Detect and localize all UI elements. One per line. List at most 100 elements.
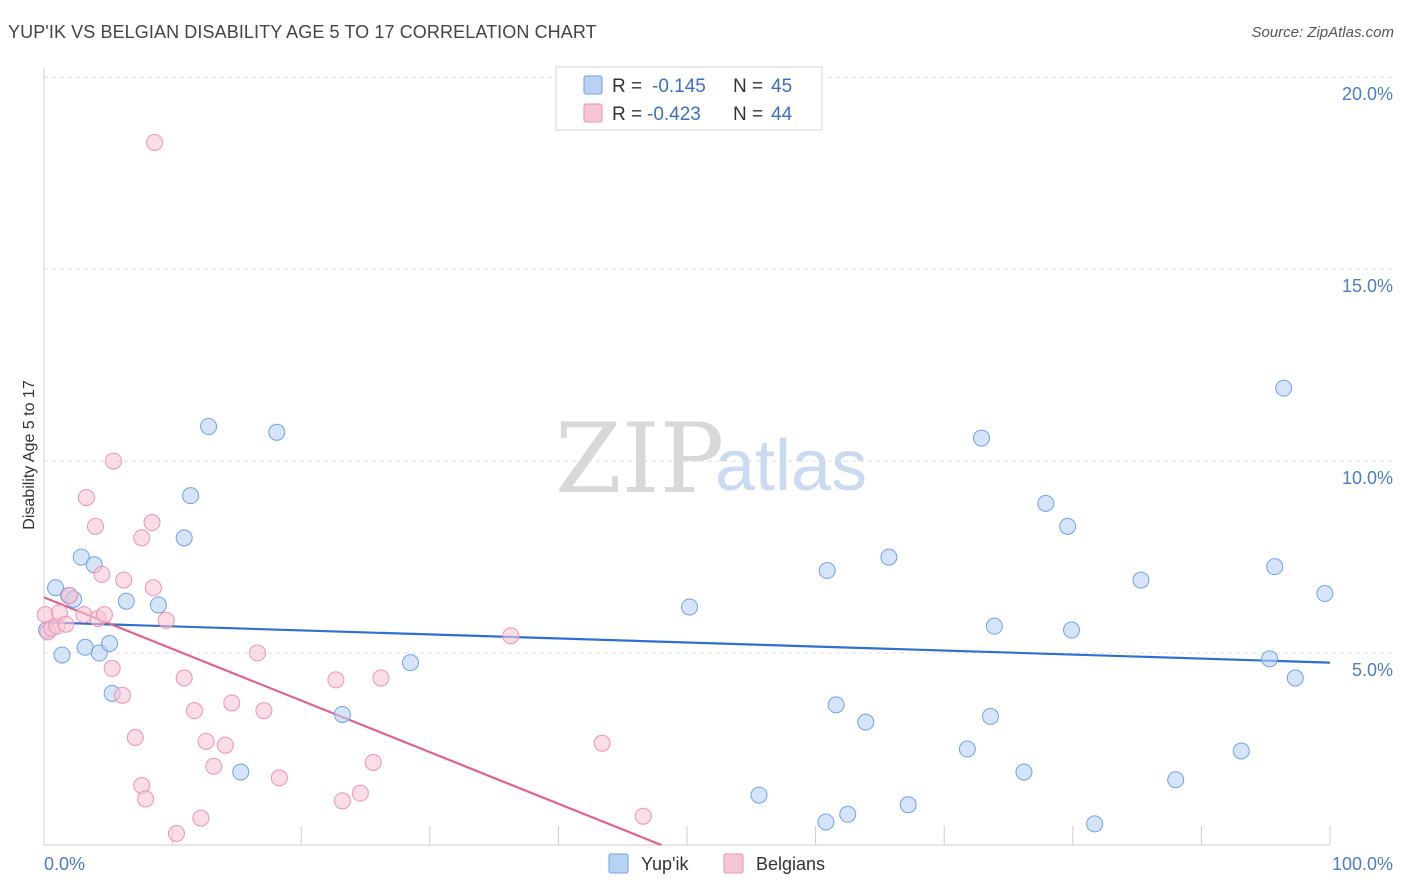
point-yupik [1275,379,1293,397]
point-belgians [593,734,611,752]
watermark-zip: ZIP [555,403,724,515]
legend-bottom-swatch-yupik [608,853,629,874]
legend-swatch-belgians [583,103,603,123]
point-belgians [327,671,345,689]
point-yupik [149,596,167,614]
point-yupik [402,654,420,672]
point-yupik [117,592,135,610]
point-yupik [985,617,1003,635]
point-yupik [1316,585,1334,603]
point-yupik [200,418,218,436]
point-belgians [270,769,288,787]
point-belgians [115,571,133,589]
point-yupik [880,548,898,566]
point-belgians [86,517,104,535]
legend-bottom-label-belgians: Belgians [756,854,825,874]
point-belgians [143,514,161,532]
point-belgians [133,529,151,547]
point-yupik [857,713,875,731]
point-belgians [144,579,162,597]
legend-r-value-belgians: -0.423 [647,104,701,125]
legend-bottom-swatch-belgians [723,853,744,874]
trendline-belgians [43,596,662,847]
y-tick-label: 10.0% [1342,468,1393,488]
point-yupik [1167,771,1185,789]
point-belgians [351,784,369,802]
watermark: ZIP atlas [555,403,867,515]
point-yupik [1059,517,1077,535]
point-belgians [75,606,93,624]
x-tick-labels: 0.0% 100.0% [44,854,1393,874]
point-yupik [76,638,94,656]
legend-r-label-belgians: R = [612,104,642,125]
point-yupik [1063,621,1081,639]
point-yupik [818,562,836,580]
point-belgians [57,615,75,633]
point-belgians [185,702,203,720]
point-yupik [333,705,351,723]
point-belgians [126,729,144,747]
point-belgians [93,565,111,583]
point-belgians [104,452,122,470]
watermark-atlas: atlas [715,426,867,506]
legend-series: Yup'ik Belgians [608,853,825,874]
point-yupik [232,763,250,781]
point-yupik [175,529,193,547]
point-yupik [899,796,917,814]
axes [43,68,1331,846]
legend-n-label-belgians: N = [733,104,763,125]
y-tick-label: 15.0% [1342,276,1393,296]
chart-title: YUP'IK VS BELGIAN DISABILITY AGE 5 TO 17… [8,22,597,42]
point-belgians [61,586,79,604]
point-belgians [192,809,210,827]
x-tick-label: 0.0% [44,854,85,874]
point-belgians [103,659,121,677]
point-yupik [1132,571,1150,589]
point-yupik [1266,558,1284,576]
point-yupik [1286,669,1304,687]
y-tick-label: 20.0% [1342,84,1393,104]
legend-n-value-yupik: 45 [771,76,792,97]
point-belgians [372,669,390,687]
point-belgians [146,133,164,151]
gridlines [44,76,1394,654]
point-yupik [268,423,286,441]
source-label: Source: ZipAtlas.com [1251,24,1394,41]
y-tick-label: 5.0% [1352,660,1393,680]
point-yupik [1261,650,1279,668]
legend-r-value-yupik: -0.145 [652,76,706,97]
point-yupik [1037,494,1055,512]
point-yupik [101,634,119,652]
legend-r-label-yupik: R = [612,76,642,97]
legend-bottom-label-yupik: Yup'ik [641,854,689,874]
point-belgians [502,627,520,645]
y-axis-label: Disability Age 5 to 17 [21,380,38,530]
point-belgians [333,792,351,810]
point-belgians [77,489,95,507]
point-yupik [47,579,65,597]
point-belgians [255,702,273,720]
legend-n-value-belgians: 44 [771,104,793,125]
point-yupik [681,598,699,616]
point-yupik [750,786,768,804]
point-belgians [223,694,241,712]
point-belgians [634,807,652,825]
point-yupik [972,429,990,447]
trendlines [43,596,1331,847]
y-tick-labels: 5.0% 10.0% 15.0% 20.0% [1342,84,1393,680]
point-yupik [827,696,845,714]
point-belgians [137,790,155,808]
point-yupik [958,740,976,758]
point-belgians [113,686,131,704]
point-yupik [53,646,71,664]
legend-stats: R = -0.145 N = 45 R = -0.423 N = 44 [555,66,823,131]
point-yupik [182,487,200,505]
point-yupik [1232,742,1250,760]
point-yupik [1015,763,1033,781]
point-belgians [175,669,193,687]
data-points [36,133,1334,842]
point-belgians [167,824,185,842]
point-belgians [248,644,266,662]
legend-n-label-yupik: N = [733,76,763,97]
